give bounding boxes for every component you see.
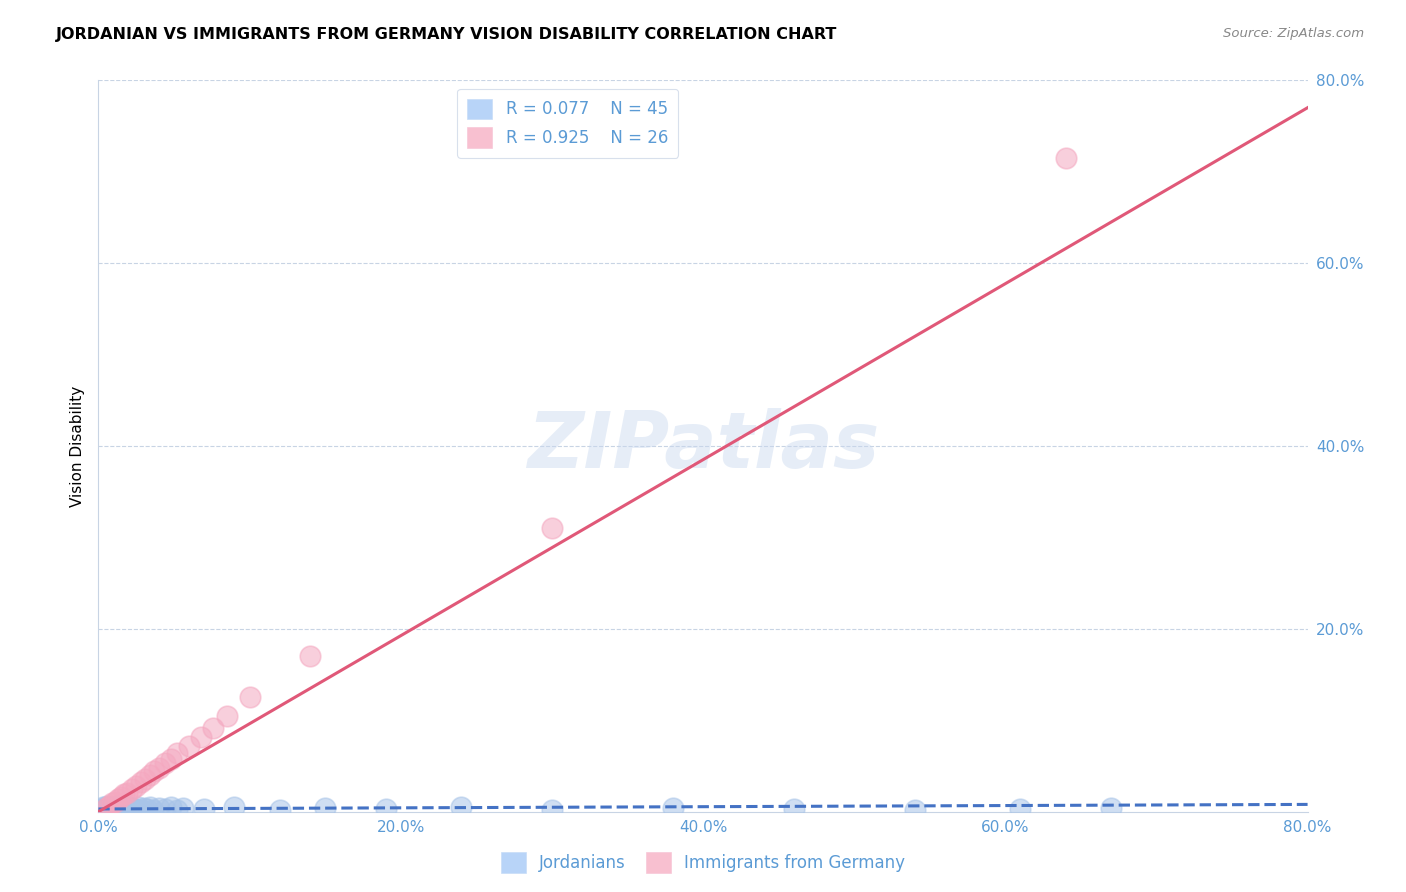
Point xyxy=(904,803,927,817)
Point xyxy=(110,790,132,805)
Point xyxy=(121,781,143,796)
Point xyxy=(148,761,170,775)
Point xyxy=(193,802,215,816)
Legend: R = 0.077    N = 45, R = 0.925    N = 26: R = 0.077 N = 45, R = 0.925 N = 26 xyxy=(457,88,678,158)
Point xyxy=(111,800,134,814)
Point xyxy=(299,649,322,664)
Point xyxy=(314,801,336,815)
Point xyxy=(129,803,152,817)
Point xyxy=(108,801,131,815)
Point xyxy=(172,801,194,815)
Point xyxy=(105,799,128,814)
Point xyxy=(129,775,152,789)
Point xyxy=(202,721,225,735)
Point xyxy=(783,802,806,816)
Point xyxy=(101,797,124,811)
Point xyxy=(143,764,166,779)
Point xyxy=(104,802,127,816)
Point xyxy=(94,801,117,815)
Point xyxy=(153,802,176,816)
Point xyxy=(1099,801,1122,815)
Point xyxy=(101,803,124,817)
Point xyxy=(1054,151,1077,165)
Point xyxy=(115,802,138,816)
Point xyxy=(104,795,127,809)
Point xyxy=(215,708,238,723)
Point xyxy=(124,802,146,816)
Point xyxy=(160,752,183,766)
Point xyxy=(269,803,291,817)
Point xyxy=(107,792,129,806)
Point xyxy=(166,746,188,760)
Point xyxy=(661,801,683,815)
Point xyxy=(94,801,117,815)
Point xyxy=(224,800,246,814)
Point xyxy=(115,785,138,799)
Point xyxy=(139,800,162,814)
Point xyxy=(98,802,121,816)
Text: Source: ZipAtlas.com: Source: ZipAtlas.com xyxy=(1223,27,1364,40)
Point xyxy=(118,800,141,814)
Point xyxy=(190,730,212,744)
Point xyxy=(374,802,396,816)
Point xyxy=(450,800,472,814)
Y-axis label: Vision Disability: Vision Disability xyxy=(69,385,84,507)
Point xyxy=(127,800,149,814)
Point xyxy=(239,690,262,705)
Point xyxy=(1010,802,1032,816)
Point xyxy=(125,779,148,793)
Point xyxy=(540,803,562,817)
Point xyxy=(540,521,562,535)
Point xyxy=(90,802,112,816)
Point xyxy=(96,799,118,814)
Point xyxy=(153,756,176,771)
Point xyxy=(91,800,114,814)
Point xyxy=(107,803,129,817)
Text: ZIPatlas: ZIPatlas xyxy=(527,408,879,484)
Point xyxy=(179,739,201,753)
Point xyxy=(114,801,136,815)
Point xyxy=(100,800,122,814)
Point xyxy=(135,802,157,816)
Point xyxy=(166,803,188,817)
Legend: Jordanians, Immigrants from Germany: Jordanians, Immigrants from Germany xyxy=(494,846,912,880)
Text: JORDANIAN VS IMMIGRANTS FROM GERMANY VISION DISABILITY CORRELATION CHART: JORDANIAN VS IMMIGRANTS FROM GERMANY VIS… xyxy=(56,27,838,42)
Point xyxy=(93,803,115,817)
Point xyxy=(110,802,132,816)
Point xyxy=(112,803,135,817)
Point xyxy=(120,803,142,817)
Point xyxy=(139,768,162,782)
Point xyxy=(148,801,170,815)
Point xyxy=(132,801,155,815)
Point xyxy=(112,788,135,802)
Point xyxy=(103,801,125,815)
Point xyxy=(160,800,183,814)
Point xyxy=(98,799,121,814)
Point xyxy=(142,803,165,817)
Point xyxy=(134,772,156,786)
Point xyxy=(121,801,143,815)
